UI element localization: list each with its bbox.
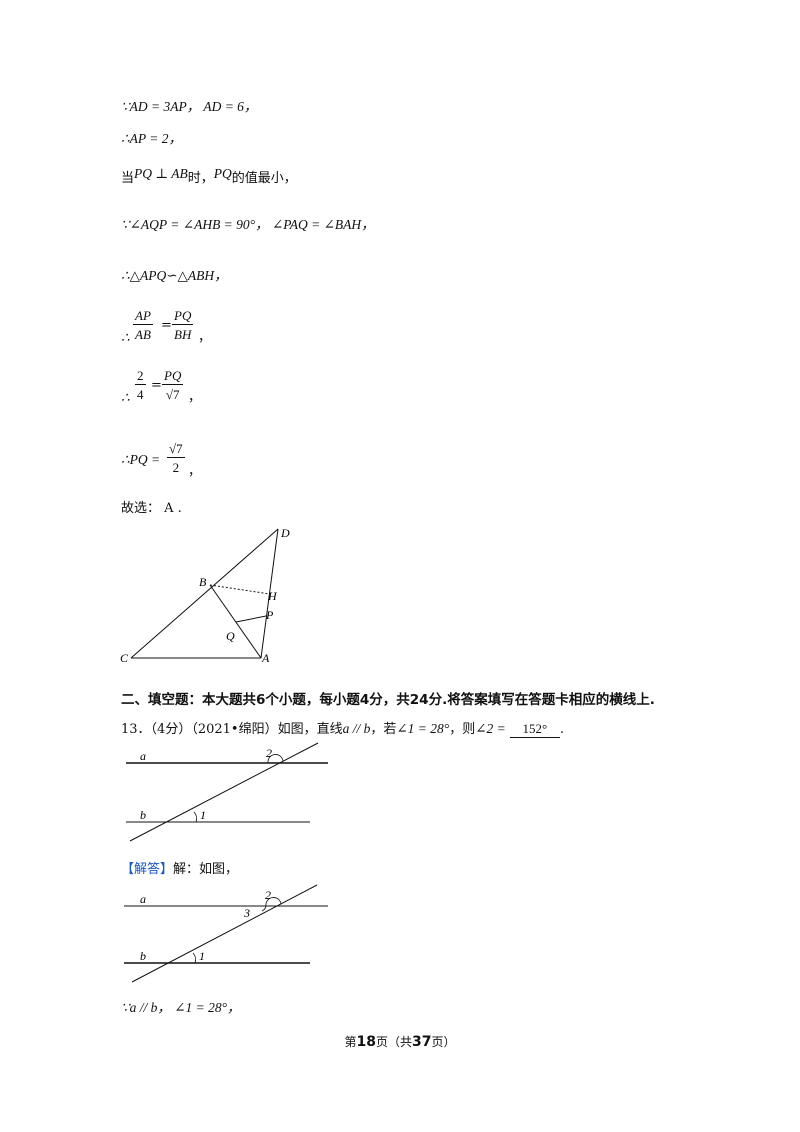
l7-comma: ， (188, 390, 202, 405)
fig3-label-3: 3 (243, 906, 250, 920)
l6-equals: = (161, 318, 172, 333)
proof-line-4: ∵∠AQP = ∠AHB = 90°， ∠PAQ = ∠BAH， (121, 217, 375, 232)
question-13: 13．（4分）（2021•绵阳）如图，直线a // b，若∠1 = 28°，则∠… (121, 718, 564, 738)
solution-intro: 【解答】解：如图， (121, 858, 238, 877)
label-p: P (265, 608, 274, 622)
fig3-label-b: b (140, 949, 146, 963)
footer-page-number: 18 (356, 1034, 376, 1050)
q13-math-angle1: ∠1 = 28° (396, 721, 450, 736)
fig2-label-b: b (140, 808, 146, 822)
text-dang: 当 (121, 171, 135, 186)
q13-suffix: . (559, 722, 565, 737)
fig3-angle-3-arc (261, 905, 267, 912)
fraction-pq-sqrt7-denominator: √7 (165, 387, 180, 402)
fig3-angle-2-arc (265, 897, 282, 907)
segment-pq (235, 615, 267, 623)
fig3-label-1: 1 (199, 949, 205, 963)
fraction-ap-ab: AP AB (133, 308, 153, 342)
fraction-2-4: 2 4 (135, 368, 146, 402)
fraction-ap-ab-numerator: AP (133, 308, 153, 325)
page-footer: 第18页（共37页） (0, 1033, 800, 1050)
math-pq: PQ (213, 166, 232, 181)
fraction-ap-ab-denominator: AB (135, 327, 151, 342)
fraction-sqrt7-2-denominator: 2 (172, 460, 180, 475)
l8-pq-equals: ∴PQ = (121, 452, 161, 467)
fraction-pq-sqrt7: PQ √7 (162, 368, 184, 402)
proof-line-3: 当PQ ⊥ AB时，PQ的值最小， (121, 166, 297, 187)
segment-bh-dashed (209, 584, 271, 595)
angle-2-arc (267, 754, 284, 764)
text-min-value: 的值最小， (231, 171, 297, 186)
footer-mid: 页（共 (375, 1035, 412, 1049)
fraction-pq-bh-numerator: PQ (172, 308, 194, 325)
fraction-pq-bh: PQ BH (172, 308, 194, 342)
q13-answer-blank: 152° (509, 721, 560, 738)
text-shi: 时， (187, 171, 214, 186)
proof-line-1: ∵AD = 3AP， AD = 6， (121, 99, 258, 114)
fig2-label-1: 1 (200, 808, 206, 822)
label-d: D (280, 526, 290, 540)
label-h: H (267, 589, 278, 603)
segment-cd (130, 528, 279, 659)
solution-tag: 【解答】 (121, 862, 174, 877)
label-a: A (261, 651, 270, 665)
transversal (129, 742, 319, 842)
q13-math-a-parallel-b: a // b (342, 721, 371, 736)
fig3-angle-1-arc (192, 952, 196, 964)
fig2-label-a: a (140, 749, 146, 763)
proof-line-2: ∴AP = 2， (121, 131, 182, 146)
fig2-label-2: 2 (266, 746, 272, 760)
fraction-2-4-denominator: 4 (137, 387, 144, 402)
fig3-label-2: 2 (265, 888, 271, 902)
fig3-label-a: a (140, 892, 146, 906)
fraction-2-4-numerator: 2 (135, 368, 146, 385)
label-c: C (120, 651, 129, 665)
q13-mid2: ，则 (449, 722, 476, 737)
q13-math-angle2: ∠2 = (475, 721, 506, 736)
l7-equals: = (151, 378, 162, 393)
figure-parallel-lines-solution (124, 884, 328, 983)
footer-post: 页） (431, 1035, 456, 1049)
section-heading-fill-in: 二、填空题：本大题共6个小题，每小题4分，共24分.将答案填写在答题卡相应的横线… (121, 692, 655, 708)
fraction-sqrt7-2-numerator: √7 (167, 441, 185, 458)
footer-total-pages: 37 (412, 1034, 432, 1050)
proof-line-5: ∴△APQ∽△ABH， (121, 268, 228, 283)
fraction-sqrt7-2: √7 2 (167, 441, 185, 475)
q13-mid1: ，若 (370, 722, 397, 737)
footer-pre: 第 (344, 1035, 357, 1049)
figure-parallel-lines-question (126, 742, 328, 842)
solution-line-1: ∵a // b， ∠1 = 28°， (121, 1000, 241, 1015)
l6-comma: ， (198, 330, 212, 345)
math-pq-perp-ab: PQ ⊥ AB (134, 166, 188, 181)
l8-comma: ， (188, 464, 202, 479)
fig3-transversal (131, 884, 318, 983)
fraction-pq-sqrt7-numerator: PQ (162, 368, 184, 385)
solution-text: 解：如图， (173, 862, 239, 877)
q13-prefix: 13．（4分）（2021•绵阳）如图，直线 (121, 722, 343, 737)
label-q: Q (226, 629, 235, 643)
fraction-pq-bh-denominator: BH (174, 327, 192, 342)
angle-1-arc (193, 811, 197, 823)
segment-ba (209, 584, 262, 659)
l7-therefore: ∴ (121, 390, 130, 405)
l6-therefore: ∴ (121, 330, 130, 345)
label-b: B (199, 575, 207, 589)
answer-choice-line: 故选： A . (121, 501, 182, 516)
